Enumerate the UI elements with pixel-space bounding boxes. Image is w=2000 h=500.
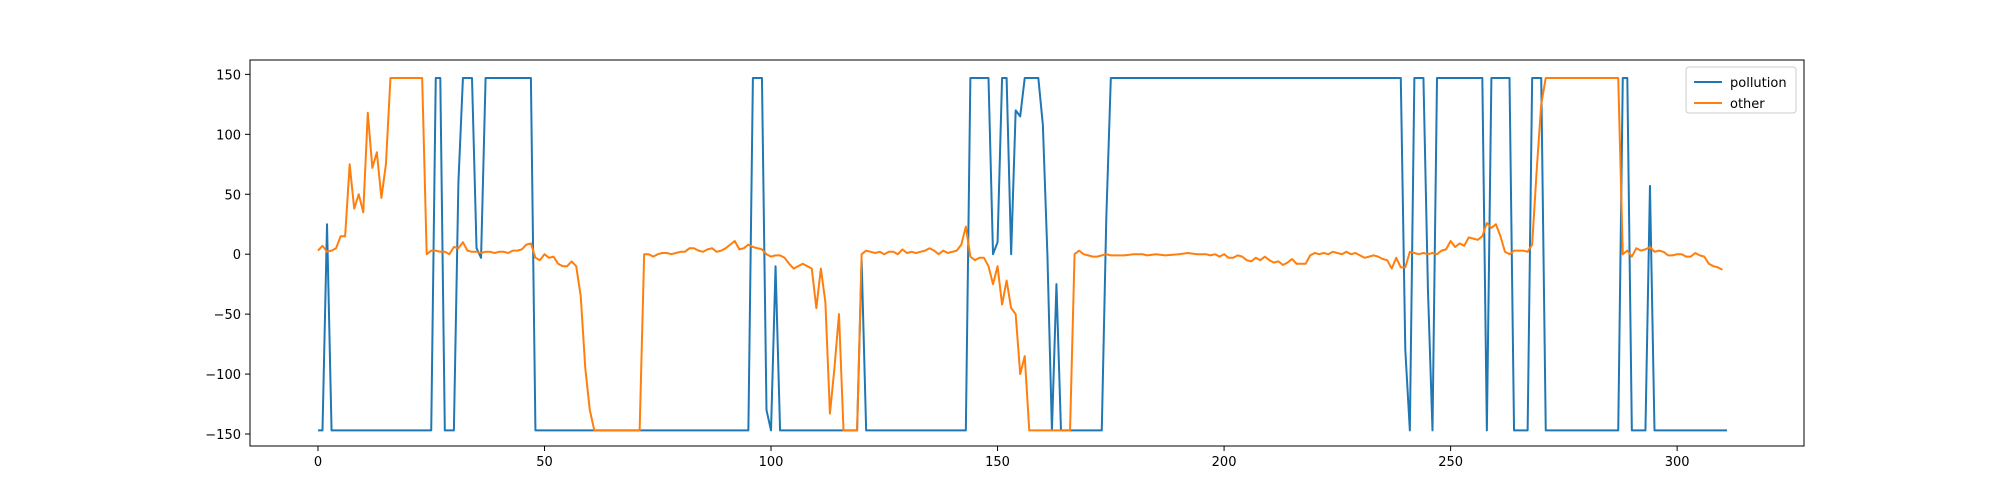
x-tick-label: 0 bbox=[314, 455, 322, 470]
x-tick-label: 300 bbox=[1665, 455, 1690, 470]
x-tick-label: 150 bbox=[985, 455, 1010, 470]
series-layer bbox=[317, 76, 1727, 432]
axes-layer: 0 50 100 150 200 250 300 −150 −100 −50 0 50 100 150 bbox=[205, 59, 1805, 470]
legend: pollution other bbox=[1685, 66, 1797, 114]
series-line-pollution bbox=[317, 76, 1727, 432]
legend-label-pollution: pollution bbox=[1730, 76, 1787, 91]
x-tick-label: 100 bbox=[759, 455, 784, 470]
legend-box bbox=[1685, 66, 1797, 114]
y-tick-label: −100 bbox=[205, 368, 241, 383]
legend-label-other: other bbox=[1730, 97, 1765, 112]
x-tick-label: 50 bbox=[536, 455, 553, 470]
y-tick-label: 150 bbox=[216, 68, 241, 83]
y-tick-label: 0 bbox=[233, 248, 241, 263]
y-tick-label: −50 bbox=[214, 308, 241, 323]
y-tick-label: 50 bbox=[224, 188, 241, 203]
y-tick-label: 100 bbox=[216, 128, 241, 143]
series-line-other bbox=[317, 76, 1723, 432]
plot-frame bbox=[249, 59, 1805, 447]
x-tick-label: 250 bbox=[1438, 455, 1463, 470]
y-tick-label: −150 bbox=[205, 428, 241, 443]
x-tick-label: 200 bbox=[1212, 455, 1237, 470]
